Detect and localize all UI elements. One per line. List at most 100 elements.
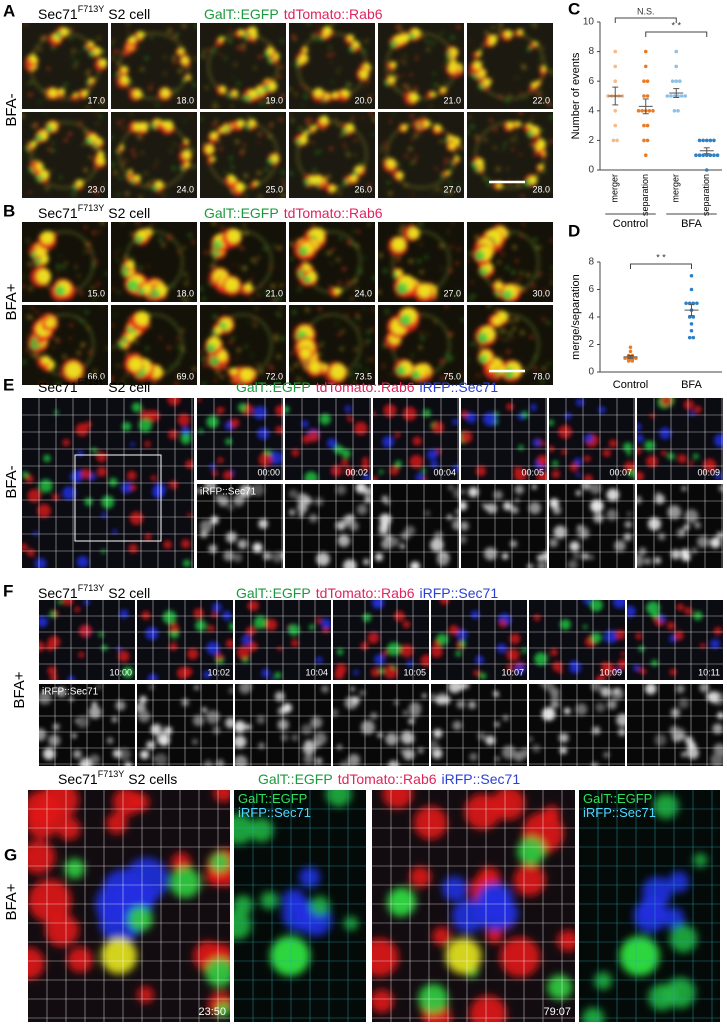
image-spot (483, 138, 488, 142)
image-spot (374, 654, 385, 665)
signal (334, 600, 429, 680)
image-spot (116, 72, 120, 77)
image-spot (342, 128, 349, 135)
image-spot (212, 314, 218, 320)
image-spot (388, 760, 399, 766)
image-spot (309, 624, 315, 631)
image-spot (362, 474, 371, 480)
image-spot (44, 112, 47, 115)
group-label: Control (613, 218, 648, 230)
image-spot (506, 168, 509, 171)
image-spot (75, 264, 78, 267)
image-spot (653, 793, 679, 819)
image-spot (243, 173, 249, 179)
image-spot (454, 156, 460, 162)
image-spot (303, 87, 307, 91)
image-spot (686, 746, 699, 759)
image-spot (513, 468, 527, 480)
image-spot (506, 337, 509, 340)
image-spot (362, 613, 372, 622)
image-spot (130, 442, 135, 447)
image-spot (39, 690, 52, 705)
image-spot (236, 357, 239, 360)
image-spot (702, 458, 717, 472)
image-spot (394, 432, 401, 438)
image-spot (38, 47, 42, 52)
image-spot (139, 750, 150, 760)
image-spot (549, 687, 560, 698)
image-spot (134, 235, 143, 244)
image-spot (457, 184, 461, 188)
image-spot (248, 118, 257, 127)
micrograph (289, 23, 375, 109)
image-spot (218, 36, 225, 42)
y-tick-label: 0 (588, 367, 594, 378)
image-spot (76, 350, 81, 355)
image-spot (335, 322, 339, 326)
image-spot (326, 250, 332, 256)
marker-legend: GalT::EGFP tdTomato::Rab6 (204, 6, 383, 22)
image-spot (150, 475, 157, 481)
overlay-legend: GalT::EGFP iRFP::Sec71 (238, 791, 311, 820)
image-spot (230, 165, 235, 170)
image-spot (128, 543, 138, 554)
image-spot (493, 146, 497, 150)
image-spot (392, 112, 396, 116)
image-spot (116, 192, 121, 197)
data-point (712, 138, 716, 143)
image-spot (427, 449, 438, 460)
image-spot (269, 23, 272, 25)
image-spot (256, 132, 260, 136)
image-spot (446, 56, 451, 61)
image-spot (455, 650, 462, 657)
image-spot (308, 117, 314, 123)
image-spot (96, 466, 107, 477)
image-spot (518, 112, 524, 115)
image-spot (460, 382, 464, 385)
image-spot (28, 879, 72, 923)
cell: S2 cell (108, 379, 150, 395)
data-point (697, 138, 702, 143)
image-spot (511, 270, 516, 275)
image-spot (291, 448, 300, 457)
image-spot (275, 404, 283, 417)
timestamp: 24.0 (354, 288, 372, 298)
image-spot (339, 760, 350, 766)
image-spot (714, 433, 723, 448)
image-spot (386, 158, 397, 169)
image-spot (138, 418, 152, 433)
image-spot (346, 152, 351, 158)
image-spot (294, 92, 298, 96)
micrograph (373, 398, 459, 480)
data-point (651, 109, 655, 113)
image-spot (299, 126, 303, 129)
image-spot (133, 122, 142, 131)
image-spot (170, 27, 173, 30)
image-spot (361, 457, 370, 465)
signal (200, 305, 286, 385)
image-spot (667, 505, 682, 520)
image-spot (98, 230, 102, 233)
panel-label: A (3, 1, 15, 20)
image-spot (426, 47, 430, 52)
image-spot (245, 94, 252, 102)
image-spot (121, 222, 124, 224)
image-spot (209, 334, 213, 338)
image-spot (330, 363, 346, 380)
image-spot (583, 474, 593, 480)
image-spot (444, 162, 448, 166)
data-point (674, 79, 679, 83)
image-spot (256, 363, 260, 368)
image-spot (87, 242, 92, 246)
data-point (689, 322, 694, 326)
image-spot (22, 359, 27, 365)
image-spot (276, 68, 280, 71)
signal (637, 398, 723, 480)
image-spot (267, 81, 278, 91)
image-spot (220, 407, 225, 412)
image-spot (419, 269, 424, 275)
micrograph (111, 305, 197, 385)
image-spot (355, 288, 359, 292)
image-spot (257, 256, 260, 260)
data-point (701, 138, 705, 143)
